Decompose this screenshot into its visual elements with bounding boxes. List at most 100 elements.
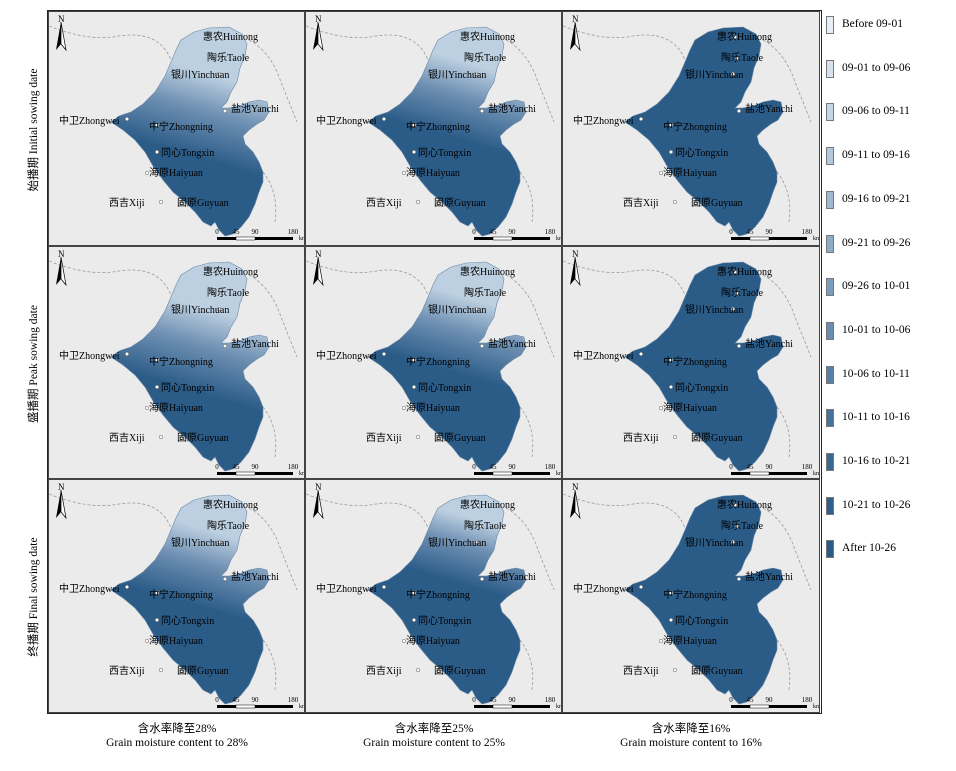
ningxia-region (367, 494, 527, 705)
scale-unit: km (813, 236, 820, 242)
city-label: 西吉Xiji (109, 665, 145, 677)
city-label: 海原Haiyuan (406, 634, 460, 647)
city-label: 海原Haiyuan (406, 401, 460, 414)
city-marker (435, 435, 441, 441)
scale-tick-label: 180 (802, 228, 813, 236)
scale-bar (731, 236, 807, 241)
map-panel: 惠农Huinong 陶乐Taole 银川Yinchuan 盐池Yanchi 中卫Zhon… (562, 246, 820, 479)
city-marker (124, 584, 130, 590)
city-label: 惠农Huinong (203, 498, 258, 511)
city-label: 银川Yinchuan (428, 536, 486, 549)
city-marker (692, 200, 698, 206)
scale-unit: km (813, 704, 820, 710)
city-label: 海原Haiyuan (663, 166, 717, 179)
city-label: 海原Haiyuan (149, 401, 203, 414)
map-panel: 惠农Huinong 陶乐Taole 银川Yinchuan 盐池Yanchi 中卫Zhon… (305, 246, 562, 479)
scale-tick-label: 180 (545, 228, 556, 236)
scale-tick-label: 0 (472, 696, 476, 704)
city-marker (658, 638, 664, 644)
city-label: 盐池Yanchi (745, 570, 793, 583)
north-arrow-icon (56, 489, 67, 520)
city-label: 盐池Yanchi (488, 337, 536, 350)
row-label: 始播期 Initial sowing date (28, 68, 40, 191)
city-marker (158, 434, 164, 440)
city-marker (732, 502, 738, 508)
column-label: 含水率降至16% Grain moisture content to 16% (562, 722, 820, 750)
legend-swatch (826, 453, 834, 471)
city-marker (730, 306, 736, 312)
scale-bar (474, 236, 550, 241)
ningxia-region (110, 261, 270, 472)
city-label: 西吉Xiji (623, 432, 659, 444)
north-label: N (58, 482, 65, 492)
city-marker (158, 199, 164, 205)
city-marker (154, 590, 160, 596)
north-arrow-icon (570, 256, 581, 287)
scale-tick-label: 0 (472, 463, 476, 471)
city-marker (411, 617, 417, 623)
boundary-line (519, 171, 534, 223)
scale-tick-label: 45 (233, 463, 241, 471)
column-label: 含水率降至28% Grain moisture content to 28% (48, 722, 306, 750)
legend-swatch (826, 16, 834, 34)
legend-swatch (826, 190, 834, 209)
city-label: 惠农Huinong (460, 498, 515, 511)
city-label: 海原Haiyuan (149, 166, 203, 179)
city-marker (668, 590, 674, 596)
scale-unit: km (556, 236, 562, 242)
boundary-line (262, 639, 277, 691)
boundary-line (563, 260, 686, 296)
legend-label: 09-06 to 09-11 (842, 105, 910, 118)
city-label: 陶乐Taole (464, 51, 507, 64)
scale-tick-label: 0 (472, 228, 476, 236)
scale-tick-label: 45 (747, 228, 755, 236)
north-label: N (58, 249, 65, 259)
city-marker (638, 351, 644, 357)
city-marker (475, 34, 481, 40)
city-marker (668, 149, 674, 155)
city-label: 盐池Yanchi (488, 570, 536, 583)
city-marker (220, 55, 226, 61)
city-marker (216, 71, 222, 77)
scale-tick-label: 90 (766, 463, 774, 471)
city-label: 同心Tongxin (675, 147, 728, 159)
map-panel: 惠农Huinong 陶乐Taole 银川Yinchuan 盐池Yanchi 中卫Zhon… (48, 246, 305, 479)
city-marker (144, 170, 150, 176)
ningxia-region (110, 494, 270, 705)
city-label: 同心Tongxin (418, 147, 471, 159)
boundary-line (49, 25, 172, 61)
north-arrow-icon (570, 21, 581, 52)
legend-swatch (826, 59, 834, 78)
map-panel: 惠农Huinong 陶乐Taole 银川Yinchuan 盐池Yanchi 中卫Zhon… (305, 11, 562, 246)
city-marker (154, 149, 160, 155)
city-label: 同心Tongxin (418, 382, 471, 394)
city-marker (216, 306, 222, 312)
scale-unit: km (556, 704, 562, 710)
city-marker (381, 351, 387, 357)
city-label: 中宁Zhongning (149, 588, 213, 601)
north-label: N (572, 482, 579, 492)
boundary-line (563, 25, 686, 61)
scale-tick-label: 45 (747, 696, 755, 704)
legend-label: 09-26 to 10-01 (842, 280, 911, 293)
city-marker (415, 434, 421, 440)
scale-tick-label: 90 (252, 228, 260, 236)
scale-tick-label: 180 (545, 463, 556, 471)
city-label: 陶乐Taole (207, 51, 250, 64)
city-label: 盐池Yanchi (231, 102, 279, 115)
legend-label: After 10-26 (842, 542, 896, 555)
legend-swatch (826, 278, 834, 297)
city-marker (222, 343, 228, 349)
city-marker (401, 405, 407, 411)
city-label: 固原Guyuan (177, 665, 229, 677)
north-arrow-icon (313, 21, 324, 52)
scale-tick-label: 0 (215, 696, 219, 704)
city-label: 中宁Zhongning (406, 588, 470, 601)
city-label: 固原Guyuan (434, 665, 486, 677)
north-arrow-icon (570, 489, 581, 520)
city-label: 盐池Yanchi (745, 102, 793, 115)
city-label: 中宁Zhongning (149, 355, 213, 368)
city-marker (154, 617, 160, 623)
scale-tick-label: 90 (509, 228, 517, 236)
city-marker (216, 539, 222, 545)
